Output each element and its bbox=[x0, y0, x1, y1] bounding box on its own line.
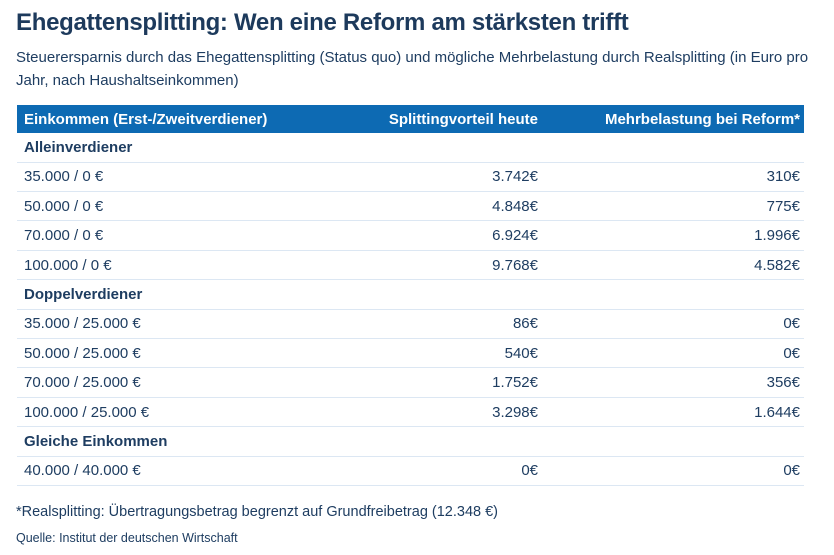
column-header-reform-burden: Mehrbelastung bei Reform* bbox=[604, 110, 800, 128]
table-row: 70.000 / 0 € 6.924€ 1.996€ bbox=[17, 221, 804, 251]
reform-burden-cell: 356€ bbox=[766, 374, 800, 392]
table-row: 100.000 / 25.000 € 3.298€ 1.644€ bbox=[17, 398, 804, 428]
reform-burden-cell: 310€ bbox=[766, 168, 800, 186]
section-title: Gleiche Einkommen bbox=[24, 432, 168, 450]
splitting-advantage-cell: 9.768€ bbox=[492, 256, 538, 274]
income-cell: 70.000 / 25.000 € bbox=[24, 374, 141, 392]
splitting-advantage-cell: 4.848€ bbox=[492, 197, 538, 215]
table-row: 40.000 / 40.000 € 0€ 0€ bbox=[17, 457, 804, 486]
splitting-advantage-cell: 540€ bbox=[504, 344, 538, 362]
income-cell: 100.000 / 0 € bbox=[24, 256, 112, 274]
splitting-advantage-cell: 6.924€ bbox=[492, 227, 538, 245]
data-table: Einkommen (Erst-/Zweitverdiener) Splitti… bbox=[17, 105, 804, 486]
splitting-advantage-cell: 3.298€ bbox=[492, 403, 538, 421]
reform-burden-cell: 0€ bbox=[783, 315, 800, 333]
table-row: 35.000 / 25.000 € 86€ 0€ bbox=[17, 310, 804, 340]
splitting-advantage-cell: 0€ bbox=[521, 462, 538, 480]
income-cell: 35.000 / 0 € bbox=[24, 168, 104, 186]
splitting-advantage-cell: 1.752€ bbox=[492, 374, 538, 392]
section-header-row: Gleiche Einkommen bbox=[17, 427, 804, 457]
reform-burden-cell: 1.644€ bbox=[754, 403, 800, 421]
reform-burden-cell: 1.996€ bbox=[754, 227, 800, 245]
page-subtitle: Steuerersparnis durch das Ehegattensplit… bbox=[16, 49, 809, 89]
reform-burden-cell: 0€ bbox=[783, 344, 800, 362]
column-header-splitting-advantage: Splittingvorteil heute bbox=[388, 110, 538, 128]
page-title: Ehegattensplitting: Wen eine Reform am s… bbox=[16, 9, 629, 36]
reform-burden-cell: 4.582€ bbox=[754, 256, 800, 274]
splitting-advantage-cell: 86€ bbox=[512, 315, 538, 333]
income-cell: 50.000 / 0 € bbox=[24, 197, 104, 215]
table-row: 50.000 / 0 € 4.848€ 775€ bbox=[17, 192, 804, 222]
reform-burden-cell: 775€ bbox=[766, 197, 800, 215]
table-body: Alleinverdiener 35.000 / 0 € 3.742€ 310€ 50.… bbox=[17, 133, 804, 486]
footnote: *Realsplitting: Übertragungsbetrag begre… bbox=[16, 503, 499, 520]
column-header-income: Einkommen (Erst-/Zweitverdiener) bbox=[24, 110, 268, 128]
table-row: 70.000 / 25.000 € 1.752€ 356€ bbox=[17, 368, 804, 398]
source-attribution: Quelle: Institut der deutschen Wirtschaf… bbox=[16, 530, 238, 545]
section-title: Doppelverdiener bbox=[24, 285, 143, 303]
table-header-row: Einkommen (Erst-/Zweitverdiener) Splitti… bbox=[17, 105, 804, 134]
income-cell: 100.000 / 25.000 € bbox=[24, 403, 150, 421]
income-cell: 35.000 / 25.000 € bbox=[24, 315, 141, 333]
income-cell: 70.000 / 0 € bbox=[24, 227, 104, 245]
table-row: 100.000 / 0 € 9.768€ 4.582€ bbox=[17, 251, 804, 281]
section-header-row: Doppelverdiener bbox=[17, 280, 804, 310]
section-title: Alleinverdiener bbox=[24, 138, 133, 156]
reform-burden-cell: 0€ bbox=[783, 462, 800, 480]
splitting-advantage-cell: 3.742€ bbox=[492, 168, 538, 186]
table-row: 50.000 / 25.000 € 540€ 0€ bbox=[17, 339, 804, 369]
income-cell: 50.000 / 25.000 € bbox=[24, 344, 141, 362]
section-header-row: Alleinverdiener bbox=[17, 133, 804, 163]
income-cell: 40.000 / 40.000 € bbox=[24, 462, 141, 480]
table-row: 35.000 / 0 € 3.742€ 310€ bbox=[17, 163, 804, 193]
